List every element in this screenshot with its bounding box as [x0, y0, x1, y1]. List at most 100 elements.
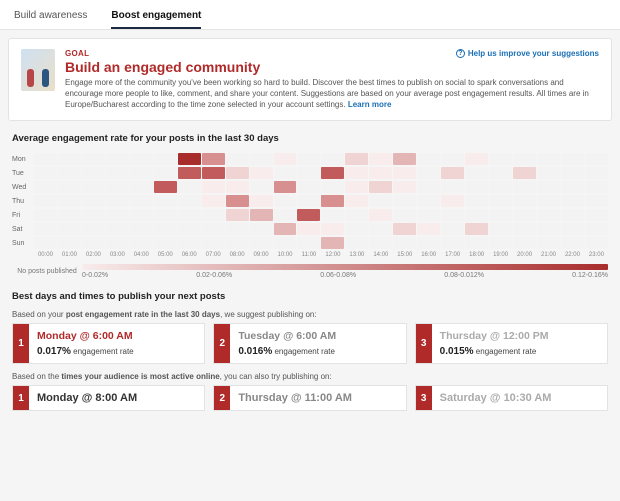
heatmap-cell[interactable] [250, 237, 273, 249]
heatmap-cell[interactable] [585, 153, 608, 165]
heatmap-cell[interactable] [393, 153, 416, 165]
heatmap-cell[interactable] [585, 237, 608, 249]
heatmap-cell[interactable] [297, 167, 320, 179]
heatmap-cell[interactable] [34, 153, 57, 165]
heatmap-cell[interactable] [369, 237, 392, 249]
heatmap-cell[interactable] [513, 153, 536, 165]
heatmap-cell[interactable] [369, 181, 392, 193]
heatmap-cell[interactable] [441, 195, 464, 207]
heatmap-cell[interactable] [513, 167, 536, 179]
heatmap-cell[interactable] [513, 209, 536, 221]
heatmap-cell[interactable] [465, 167, 488, 179]
heatmap-cell[interactable] [321, 223, 344, 235]
suggestion-card[interactable]: 2Thursday @ 11:00 AM [213, 385, 406, 411]
suggestion-card[interactable]: 3Thursday @ 12:00 PM0.015% engagement ra… [415, 323, 608, 364]
heatmap-cell[interactable] [202, 195, 225, 207]
heatmap-cell[interactable] [226, 237, 249, 249]
suggestion-card[interactable]: 1Monday @ 8:00 AM [12, 385, 205, 411]
heatmap-cell[interactable] [369, 209, 392, 221]
heatmap-cell[interactable] [321, 153, 344, 165]
heatmap-cell[interactable] [226, 181, 249, 193]
heatmap-cell[interactable] [465, 237, 488, 249]
heatmap-cell[interactable] [297, 209, 320, 221]
heatmap-cell[interactable] [345, 195, 368, 207]
heatmap-cell[interactable] [369, 195, 392, 207]
heatmap-cell[interactable] [226, 195, 249, 207]
heatmap-cell[interactable] [154, 237, 177, 249]
heatmap-cell[interactable] [369, 167, 392, 179]
heatmap-cell[interactable] [441, 223, 464, 235]
heatmap-cell[interactable] [537, 181, 560, 193]
heatmap-cell[interactable] [130, 195, 153, 207]
heatmap-cell[interactable] [178, 237, 201, 249]
heatmap-cell[interactable] [417, 153, 440, 165]
heatmap-cell[interactable] [537, 195, 560, 207]
heatmap-cell[interactable] [130, 237, 153, 249]
heatmap-cell[interactable] [489, 153, 512, 165]
heatmap-cell[interactable] [561, 223, 584, 235]
heatmap-cell[interactable] [274, 209, 297, 221]
heatmap-cell[interactable] [82, 181, 105, 193]
heatmap-cell[interactable] [34, 237, 57, 249]
heatmap-cell[interactable] [274, 181, 297, 193]
heatmap-cell[interactable] [345, 153, 368, 165]
heatmap-cell[interactable] [202, 181, 225, 193]
heatmap-cell[interactable] [178, 167, 201, 179]
heatmap-cell[interactable] [58, 153, 81, 165]
heatmap-cell[interactable] [250, 209, 273, 221]
heatmap-cell[interactable] [321, 181, 344, 193]
heatmap-cell[interactable] [489, 181, 512, 193]
heatmap-cell[interactable] [321, 209, 344, 221]
heatmap-cell[interactable] [489, 195, 512, 207]
heatmap-cell[interactable] [345, 209, 368, 221]
heatmap-cell[interactable] [178, 195, 201, 207]
heatmap-cell[interactable] [154, 181, 177, 193]
heatmap-cell[interactable] [178, 181, 201, 193]
heatmap-cell[interactable] [465, 223, 488, 235]
heatmap-cell[interactable] [537, 153, 560, 165]
heatmap-cell[interactable] [393, 195, 416, 207]
heatmap-cell[interactable] [58, 223, 81, 235]
heatmap-cell[interactable] [441, 167, 464, 179]
heatmap-cell[interactable] [585, 209, 608, 221]
heatmap-cell[interactable] [130, 223, 153, 235]
heatmap-cell[interactable] [58, 195, 81, 207]
heatmap-cell[interactable] [106, 209, 129, 221]
heatmap-cell[interactable] [202, 153, 225, 165]
heatmap-cell[interactable] [345, 167, 368, 179]
heatmap-cell[interactable] [82, 209, 105, 221]
heatmap-cell[interactable] [154, 195, 177, 207]
heatmap-cell[interactable] [250, 153, 273, 165]
heatmap-cell[interactable] [513, 237, 536, 249]
heatmap-cell[interactable] [465, 153, 488, 165]
heatmap-cell[interactable] [82, 223, 105, 235]
heatmap-cell[interactable] [226, 223, 249, 235]
heatmap-cell[interactable] [513, 223, 536, 235]
heatmap-cell[interactable] [417, 237, 440, 249]
heatmap-cell[interactable] [250, 167, 273, 179]
heatmap-cell[interactable] [417, 195, 440, 207]
heatmap-cell[interactable] [417, 209, 440, 221]
heatmap-cell[interactable] [585, 181, 608, 193]
heatmap-cell[interactable] [58, 237, 81, 249]
heatmap-cell[interactable] [82, 153, 105, 165]
heatmap-cell[interactable] [82, 237, 105, 249]
heatmap-cell[interactable] [226, 153, 249, 165]
heatmap-cell[interactable] [130, 181, 153, 193]
heatmap-cell[interactable] [465, 195, 488, 207]
heatmap-cell[interactable] [561, 167, 584, 179]
heatmap-cell[interactable] [130, 209, 153, 221]
heatmap-cell[interactable] [513, 195, 536, 207]
heatmap-cell[interactable] [106, 181, 129, 193]
heatmap-cell[interactable] [441, 181, 464, 193]
heatmap-cell[interactable] [106, 237, 129, 249]
heatmap-cell[interactable] [561, 209, 584, 221]
heatmap-cell[interactable] [34, 181, 57, 193]
heatmap-cell[interactable] [489, 209, 512, 221]
heatmap-cell[interactable] [34, 167, 57, 179]
heatmap-cell[interactable] [561, 195, 584, 207]
heatmap-cell[interactable] [130, 153, 153, 165]
heatmap-cell[interactable] [297, 223, 320, 235]
heatmap-cell[interactable] [226, 209, 249, 221]
heatmap-cell[interactable] [393, 237, 416, 249]
